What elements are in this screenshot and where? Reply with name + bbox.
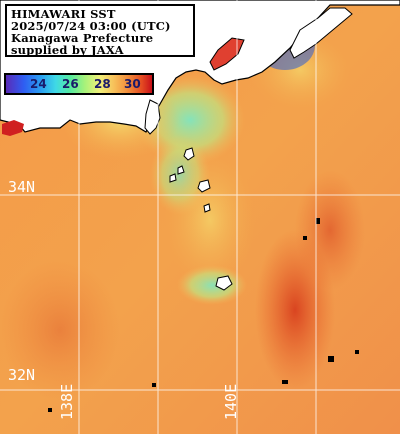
island-toshima: [177, 165, 185, 175]
land-boso: [289, 7, 353, 59]
credit-line: supplied by JAXA: [11, 43, 124, 57]
cloud-pixel-4: [316, 218, 320, 224]
lon-label-140e: 140E: [222, 383, 240, 420]
legend-tick-28: 28: [94, 77, 111, 91]
region-line: Kanagawa Prefecture: [11, 31, 154, 45]
island-hachijo: [215, 275, 233, 291]
cloud-pixel-3: [355, 350, 359, 354]
lon-label-138e: 138E: [58, 383, 76, 420]
color-legend: 24 26 28 30: [4, 73, 154, 95]
legend-tick-30: 30: [124, 77, 141, 91]
yellow-area-2: [165, 150, 255, 290]
cloud-pixel-1: [282, 380, 288, 384]
cloud-pixel-5: [303, 236, 307, 240]
island-niijima: [169, 173, 177, 183]
title-line: HIMAWARI SST: [11, 7, 116, 21]
cloud-pixel-7: [48, 408, 52, 412]
suruga-hot: [2, 120, 24, 136]
warm-area-east: [295, 170, 365, 290]
island-oshima: [183, 147, 195, 161]
cloud-pixel-2: [328, 356, 334, 362]
legend-tick-26: 26: [62, 77, 79, 91]
lat-label-32n: 32N: [8, 366, 36, 384]
info-box: HIMAWARI SST 2025/07/24 03:00 (UTC) Kana…: [5, 4, 195, 57]
island-mikura: [203, 203, 211, 213]
cloud-pixel-6: [152, 383, 156, 387]
island-miyake: [197, 179, 211, 193]
lat-label-34n: 34N: [8, 178, 36, 196]
warm-area-southwest: [0, 260, 120, 400]
timestamp-line: 2025/07/24 03:00 (UTC): [11, 19, 171, 33]
tokyo-bay-hot: [209, 37, 245, 71]
legend-tick-24: 24: [30, 77, 47, 91]
